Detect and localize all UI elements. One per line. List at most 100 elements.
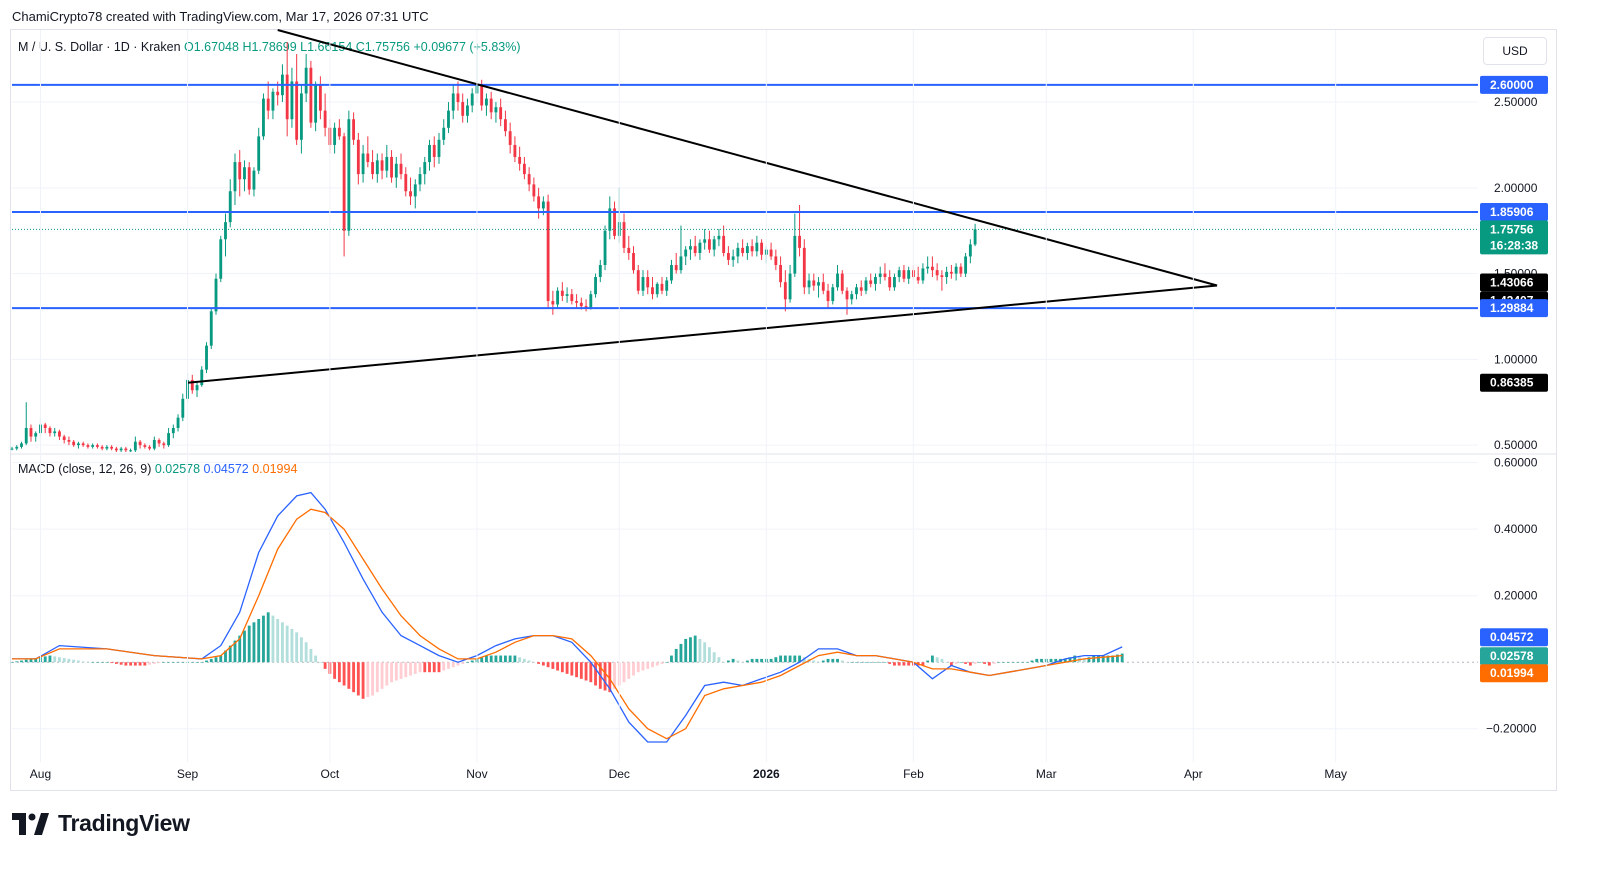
candle-body [836, 273, 839, 288]
candle [309, 60, 313, 128]
candle-body [750, 246, 754, 252]
candle [560, 282, 564, 302]
macd-line [12, 491, 1123, 743]
macd-histogram-bar [636, 662, 640, 673]
candle [380, 153, 384, 180]
candle-body [736, 247, 740, 257]
tradingview-logo[interactable]: TradingView [12, 810, 190, 837]
macd-histogram-bar [1063, 658, 1067, 663]
macd-histogram-bar [874, 662, 877, 663]
macd-histogram-bar [485, 655, 488, 663]
candle [200, 366, 204, 387]
candle-body [404, 174, 408, 192]
candle-body [390, 156, 393, 178]
candle [888, 270, 892, 291]
candle-body [219, 239, 223, 279]
candle-body [95, 445, 99, 447]
price-axis-tick: 0.50000 [1494, 438, 1538, 452]
candle [750, 239, 754, 257]
candle-body [114, 448, 118, 451]
candle-body [603, 230, 607, 266]
candle-body [598, 265, 602, 278]
macd-histogram-bar [399, 662, 403, 679]
candle-body [67, 439, 71, 442]
macd-histogram-bar [1035, 658, 1039, 663]
macd-histogram-bar [233, 640, 237, 663]
macd-histogram-bar [845, 662, 849, 663]
macd-histogram-bar [257, 618, 261, 663]
candle [333, 122, 337, 154]
candle [224, 213, 227, 257]
candle [508, 122, 512, 154]
candle-body [233, 162, 237, 192]
candle-body [940, 275, 944, 278]
macd-histogram-bar [689, 637, 692, 663]
macd-histogram-bar [262, 615, 265, 663]
candle-body [622, 222, 626, 248]
candle [299, 84, 303, 154]
candle [228, 179, 232, 228]
macd-histogram-bar [508, 655, 512, 663]
macd-histogram-bar [565, 662, 569, 674]
candle-body [138, 441, 142, 446]
candle-body [541, 201, 545, 209]
macd-hist-value: 0.02578 [154, 462, 201, 476]
macd-histogram-bar [91, 662, 95, 663]
price-tag-box [1480, 75, 1548, 94]
candle [375, 153, 379, 183]
candle [67, 436, 71, 446]
macd-histogram-bar [660, 662, 664, 664]
candle [769, 242, 773, 260]
time-axis-tick: May [1324, 767, 1347, 781]
candle [48, 426, 52, 437]
candle [522, 156, 526, 180]
macd-histogram-bar [679, 643, 683, 663]
candle [304, 54, 308, 103]
macd-histogram-bar [698, 638, 702, 663]
candle-body [902, 270, 906, 279]
candle [546, 194, 550, 308]
price-tag-label: 0.04572 [1490, 630, 1534, 644]
macd-indicator-label[interactable]: MACD (close, 12, 26, 9) [18, 462, 152, 476]
low-value: L1.66154 [300, 40, 353, 54]
candle [817, 277, 820, 298]
macd-histogram-bar [973, 662, 977, 664]
candle-body [171, 427, 175, 434]
candle [58, 429, 61, 440]
candle-body [285, 74, 289, 120]
macd-histogram-bar [247, 625, 251, 663]
symbol-label[interactable]: M / U. S. Dollar · 1D · Kraken [18, 40, 181, 54]
macd-histogram-bar [878, 662, 882, 663]
candle-body [812, 280, 816, 286]
candle-body [755, 242, 759, 252]
candle [575, 294, 578, 308]
candle [243, 160, 246, 192]
candle-body [380, 160, 384, 171]
macd-histogram-bar [632, 662, 635, 676]
candle-body [243, 167, 246, 180]
macd-histogram-bar [750, 658, 754, 663]
high-value: H1.78699 [242, 40, 297, 54]
currency-button[interactable]: USD [1483, 37, 1547, 65]
candle [432, 136, 436, 168]
candle-body [589, 294, 593, 308]
candle-body [333, 127, 337, 145]
price-tag-box [1480, 628, 1548, 647]
macd-histogram-bar [546, 662, 550, 668]
macd-histogram-bar [72, 659, 76, 663]
candle [779, 256, 783, 288]
candle-body [807, 280, 811, 288]
candle [964, 253, 968, 278]
tradingview-wordmark: TradingView [58, 810, 190, 836]
time-axis-tick: Feb [903, 767, 924, 781]
candle-body [262, 98, 265, 137]
candle-body [897, 270, 901, 278]
candle-body [119, 448, 123, 451]
macd-histogram-bar [366, 662, 370, 698]
candle-body [247, 167, 251, 190]
candle-body [423, 162, 427, 175]
candle [489, 91, 493, 120]
macd-histogram-bar [836, 658, 839, 663]
candle [233, 153, 237, 205]
